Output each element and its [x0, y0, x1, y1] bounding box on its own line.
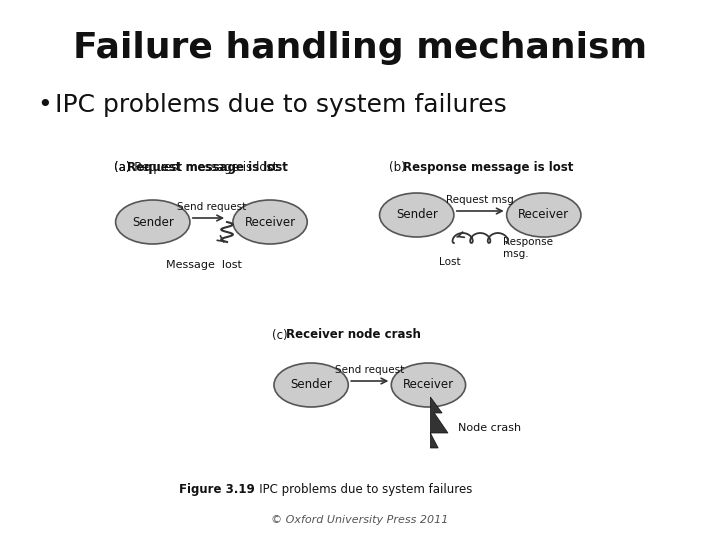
Text: Request msg: Request msg — [446, 195, 514, 205]
Text: Receiver: Receiver — [518, 208, 570, 221]
Text: Figure 3.19: Figure 3.19 — [179, 483, 255, 496]
Text: IPC problems due to system failures: IPC problems due to system failures — [248, 483, 472, 496]
Text: Receiver node crash: Receiver node crash — [286, 328, 420, 341]
Text: Lost: Lost — [439, 257, 461, 267]
Text: Response
msg.: Response msg. — [503, 237, 553, 259]
Ellipse shape — [274, 363, 348, 407]
Text: Message  lost: Message lost — [166, 260, 241, 270]
Text: Node crash: Node crash — [458, 423, 521, 433]
Text: (c): (c) — [272, 328, 292, 341]
Text: Response message is lost: Response message is lost — [403, 161, 573, 174]
Ellipse shape — [379, 193, 454, 237]
Text: Sender: Sender — [290, 379, 332, 392]
Text: Receiver: Receiver — [245, 215, 296, 228]
Text: Failure handling mechanism: Failure handling mechanism — [73, 31, 647, 65]
Polygon shape — [431, 397, 448, 448]
Ellipse shape — [391, 363, 466, 407]
Text: (b): (b) — [390, 161, 410, 174]
Text: Receiver: Receiver — [403, 379, 454, 392]
Text: Send request: Send request — [335, 365, 405, 375]
Text: Request message is lost: Request message is lost — [127, 161, 288, 174]
Text: Sender: Sender — [396, 208, 438, 221]
Text: •: • — [37, 93, 52, 117]
Ellipse shape — [116, 200, 190, 244]
Text: © Oxford University Press 2011: © Oxford University Press 2011 — [271, 515, 449, 525]
Text: Sender: Sender — [132, 215, 174, 228]
Text: Send request: Send request — [177, 202, 246, 212]
Ellipse shape — [233, 200, 307, 244]
Ellipse shape — [507, 193, 581, 237]
Text: (a) Request message is lost: (a) Request message is lost — [114, 161, 277, 174]
Text: (a): (a) — [114, 161, 134, 174]
Text: IPC problems due to system failures: IPC problems due to system failures — [55, 93, 507, 117]
